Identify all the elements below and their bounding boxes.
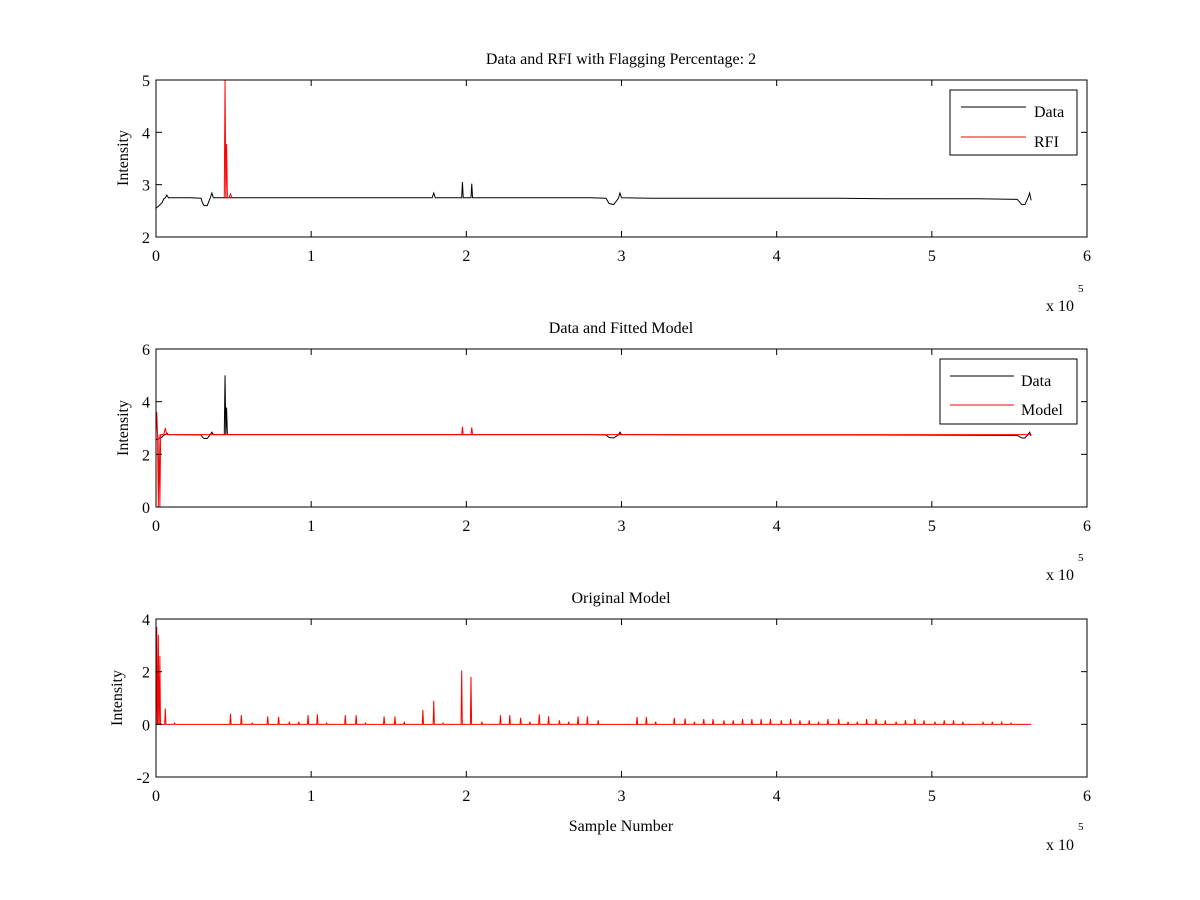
subplot-2: Data and Fitted Model Intensity 0 1 2 3 4 5 60… [115, 320, 1091, 584]
subplot-1-x-multiplier-exponent: 5 [1078, 283, 1084, 295]
subplot-3-ylabel: Intensity [109, 670, 126, 726]
subplot-1-x-tick-label: 4 [773, 248, 781, 265]
subplot-2-x-tick-label: 5 [928, 518, 936, 535]
subplot-3-y-tick-label: -2 [137, 770, 150, 787]
subplot-2-x-tick-label: 4 [773, 518, 781, 535]
subplot-2-x-tick-label: 3 [618, 518, 626, 535]
subplot-1-series-data-line [156, 182, 1032, 209]
subplot-1: Data and RFI with Flagging Percentage: 2… [115, 51, 1091, 315]
subplot-3-x-tick-label: 2 [462, 788, 470, 805]
subplot-2-y-tick-label: 6 [142, 342, 150, 359]
subplot-1-x-tick-label: 6 [1083, 248, 1091, 265]
subplot-3-x-tick-label: 6 [1083, 788, 1091, 805]
subplot-3-x-tick-label: 3 [618, 788, 626, 805]
subplot-1-x-tick-label: 5 [928, 248, 936, 265]
subplot-3-y-tick-label: 2 [142, 665, 150, 682]
subplot-1-x-tick-label: 3 [618, 248, 626, 265]
subplot-3-x-tick-label: 5 [928, 788, 936, 805]
subplot-2-x-multiplier-exponent: 5 [1078, 552, 1084, 564]
subplot-3-x-tick-label: 0 [152, 788, 160, 805]
subplot-2-legend-box [939, 358, 1078, 425]
subplot-2-y-tick-label: 2 [142, 447, 150, 464]
subplot-2-legend-data-label: Data [1021, 373, 1051, 390]
subplot-2-legend-model-label: Model [1021, 402, 1063, 419]
subplot-1-y-tick-label: 5 [142, 73, 150, 90]
subplot-3-x-tick-label: 1 [307, 788, 315, 805]
subplot-3-x-multiplier-exponent: 5 [1078, 821, 1084, 833]
subplot-2-y-tick-label: 0 [142, 500, 150, 517]
subplot-2-x-multiplier: x 10 [1046, 567, 1074, 584]
subplot-2-legend: Data Model [939, 358, 1078, 425]
subplot-1-x-tick-label: 1 [307, 248, 315, 265]
subplot-2-x-tick-label: 1 [307, 518, 315, 535]
subplot-1-x-tick-label: 0 [152, 248, 160, 265]
subplot-3-y-tick-label: 0 [142, 717, 150, 734]
subplot-2-x-tick-label: 0 [152, 518, 160, 535]
subplot-1-ticks: 0 1 2 3 4 5 6 2 3 4 5 [142, 73, 1091, 265]
subplot-3-x-tick-label: 4 [773, 788, 781, 805]
subplot-2-plot [156, 375, 1032, 507]
subplot-1-legend-box [949, 89, 1078, 156]
subplot-3-plot [156, 626, 1032, 725]
subplot-2-series-model-line [156, 412, 1032, 507]
subplot-1-y-tick-label: 4 [142, 125, 150, 142]
subplot-3-xlabel: Sample Number [569, 818, 674, 835]
subplot-3-title: Original Model [571, 590, 671, 607]
subplot-3-y-tick-label: 4 [142, 612, 150, 629]
subplot-1-x-tick-label: 2 [462, 248, 470, 265]
subplot-1-ylabel: Intensity [115, 130, 132, 186]
subplot-2-x-tick-label: 6 [1083, 518, 1091, 535]
subplot-1-legend: Data RFI [949, 89, 1078, 156]
subplot-1-title: Data and RFI with Flagging Percentage: 2 [486, 51, 756, 68]
subplot-3-series-model-line [156, 626, 1032, 725]
subplot-1-plot [156, 80, 1032, 209]
subplot-2-ticks: 0 1 2 3 4 5 6 0 2 4 6 [142, 342, 1091, 535]
subplot-1-y-tick-label: 2 [142, 230, 150, 247]
subplot-2-title: Data and Fitted Model [549, 320, 694, 337]
subplot-1-x-multiplier: x 10 [1046, 298, 1074, 315]
subplot-1-legend-data-label: Data [1034, 104, 1064, 121]
subplot-1-legend-rfi-label: RFI [1034, 134, 1059, 151]
subplot-2-x-tick-label: 2 [462, 518, 470, 535]
subplot-2-ylabel: Intensity [115, 400, 132, 456]
subplot-2-y-tick-label: 4 [142, 395, 150, 412]
subplot-1-series-rfi-line [223, 80, 233, 199]
subplot-3-x-multiplier: x 10 [1046, 837, 1074, 854]
subplot-1-y-tick-label: 3 [142, 178, 150, 195]
